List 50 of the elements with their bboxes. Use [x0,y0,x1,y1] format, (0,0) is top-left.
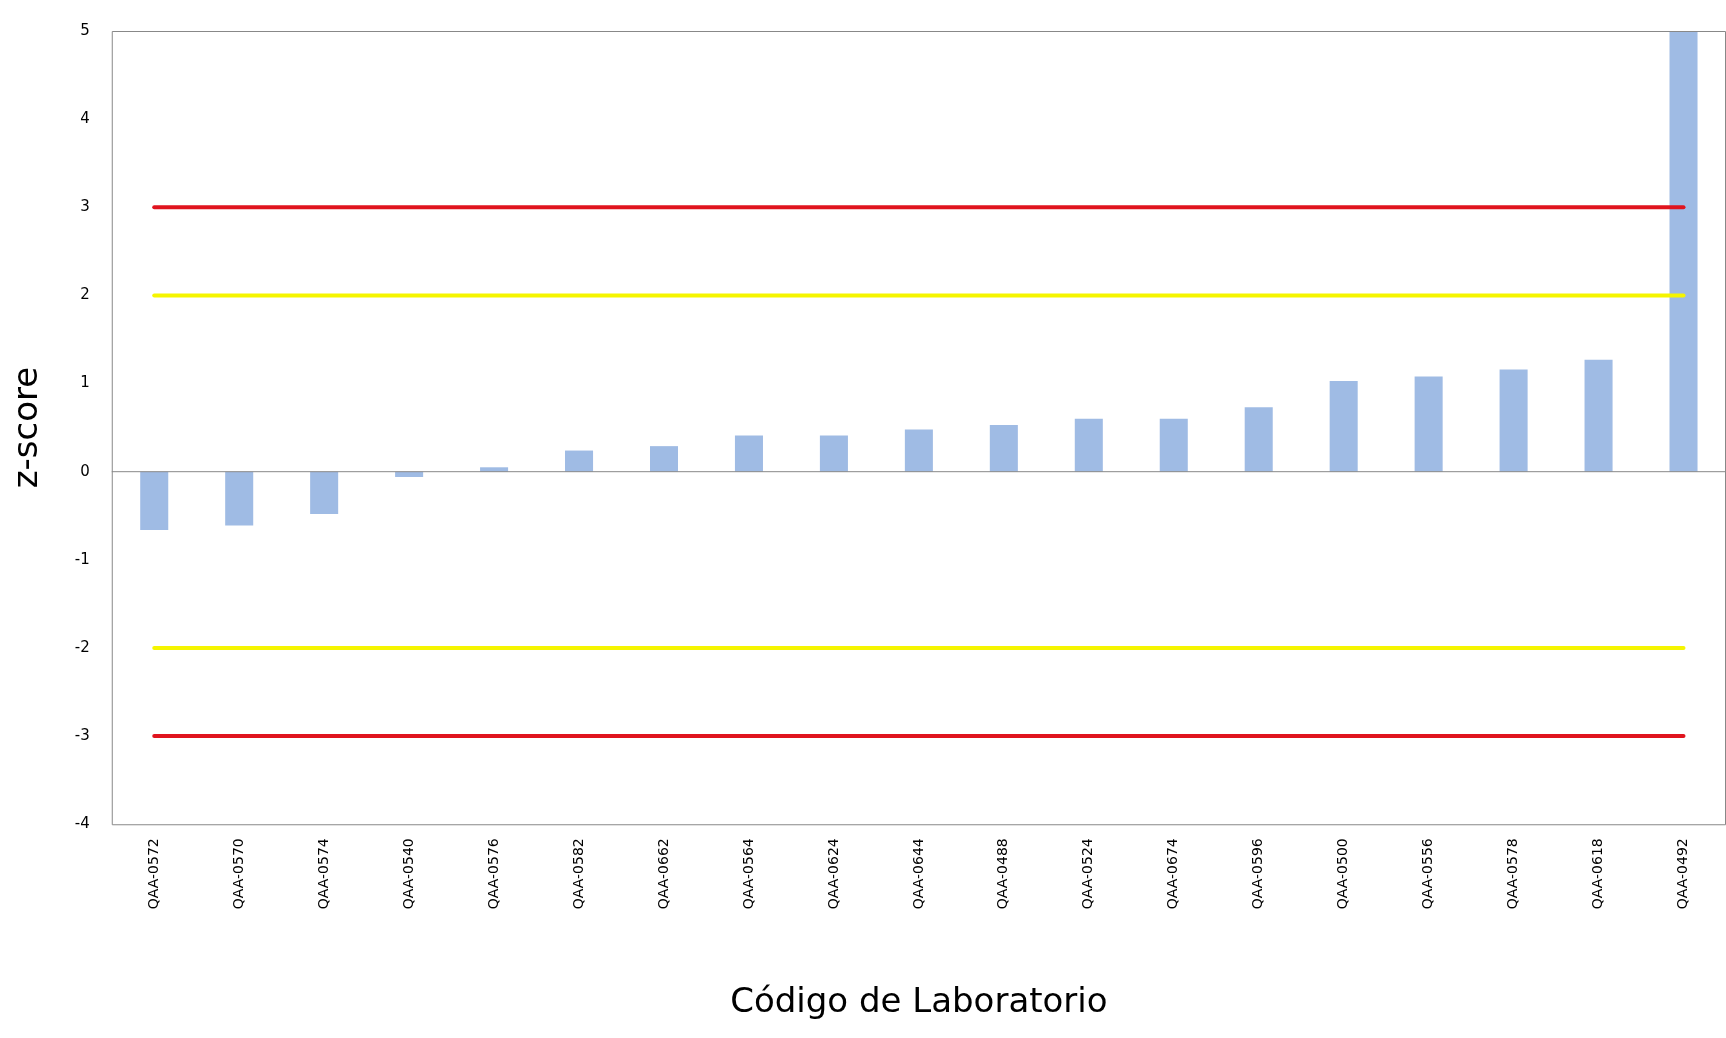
x-tick-label: QAA-0624 [824,838,841,910]
y-tick-label: 5 [80,20,90,39]
y-tick-label: -2 [74,637,90,656]
x-tick-label: QAA-0564 [739,838,756,910]
bar [989,424,1018,472]
x-tick-label: QAA-0644 [909,838,926,910]
bar [1499,369,1528,472]
x-axis-title: Código de Laboratorio [730,980,1108,1021]
bar [480,467,509,472]
x-tick-label: QAA-0572 [144,838,161,910]
bar [1669,31,1698,472]
y-tick-label: -1 [74,549,90,568]
x-tick-label: QAA-0662 [654,838,671,910]
y-tick-label: 3 [80,197,90,216]
y-tick-label: 0 [80,461,90,480]
x-tick-label: QAA-0570 [229,838,246,910]
bar [565,450,594,472]
x-tick-label: QAA-0618 [1589,838,1606,910]
bar [904,429,933,472]
x-tick-label: QAA-0582 [569,838,586,910]
bar [395,471,424,477]
x-tick-label: QAA-0674 [1164,838,1181,910]
y-axis-title: z-score [5,366,46,489]
y-tick-label: 1 [80,373,90,392]
x-tick-label: QAA-0540 [399,838,416,910]
y-tick-label: -3 [74,726,90,745]
bar [1414,376,1443,472]
bar [734,435,763,472]
x-tick-label: QAA-0578 [1504,838,1521,910]
bar [1159,418,1188,472]
x-tick-label: QAA-0574 [314,838,331,910]
bar [649,446,679,472]
x-tick-label: QAA-0556 [1419,838,1436,910]
x-tick-label: QAA-0492 [1674,838,1691,910]
bar [1074,418,1103,472]
bar [225,471,254,526]
x-tick-label: QAA-0524 [1079,838,1096,910]
bar [310,471,339,515]
x-tick-label: QAA-0576 [484,838,501,910]
bar [140,471,169,530]
x-tick-label: QAA-0500 [1334,838,1351,910]
bar [1584,359,1613,472]
bar [1244,407,1273,472]
bar [819,435,848,472]
x-tick-label: QAA-0596 [1249,838,1266,910]
y-tick-label: 4 [80,109,90,128]
y-tick-label: -4 [74,814,90,833]
bar [1329,380,1358,472]
x-tick-label: QAA-0488 [994,838,1011,910]
y-tick-label: 2 [80,285,90,304]
